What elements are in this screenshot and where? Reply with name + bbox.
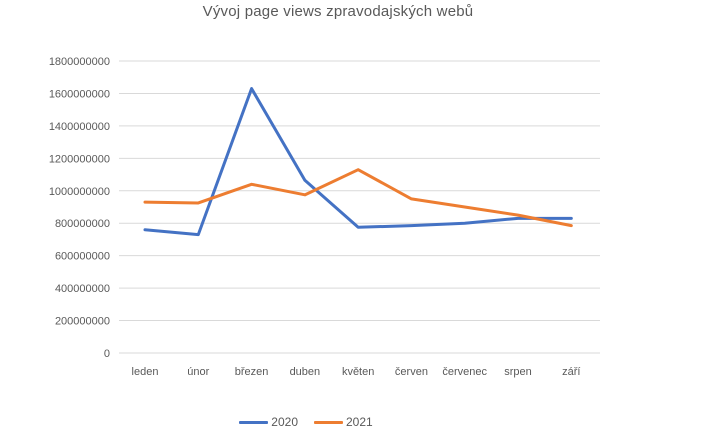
legend-label-2020: 2020: [271, 415, 298, 429]
y-axis-tick-label: 600000000: [55, 251, 110, 263]
legend-item-2020: 2020: [239, 415, 298, 429]
x-axis-category-label: červen: [395, 366, 428, 378]
legend-label-2021: 2021: [346, 415, 373, 429]
x-axis-category-label: srpen: [504, 366, 532, 378]
x-axis-category-label: květen: [342, 366, 374, 378]
legend: 2020 2021: [0, 415, 612, 429]
x-axis-category-label: březen: [235, 366, 269, 378]
y-axis-tick-label: 1000000000: [49, 186, 110, 198]
x-axis-category-label: září: [562, 366, 580, 378]
legend-item-2021: 2021: [314, 415, 373, 429]
y-axis-tick-label: 1200000000: [49, 153, 110, 165]
chart-title: Vývoj page views zpravodajských webů: [202, 3, 474, 20]
y-axis-tick-label: 800000000: [55, 218, 110, 230]
y-axis-tick-label: 1400000000: [49, 121, 110, 133]
x-axis-category-label: červenec: [442, 366, 487, 378]
legend-line-swatch-2021: [314, 420, 343, 424]
y-axis-tick-label: 400000000: [55, 283, 110, 295]
x-axis-category-label: leden: [132, 366, 159, 378]
y-axis-tick-label: 1800000000: [49, 56, 110, 68]
legend-line-swatch-2020: [239, 420, 269, 424]
x-axis-category-label: únor: [187, 366, 209, 378]
y-axis-tick-label: 1600000000: [49, 88, 110, 100]
y-axis-tick-label: 200000000: [55, 316, 110, 328]
y-axis-tick-label: 0: [104, 348, 110, 360]
x-axis-category-label: duben: [290, 366, 321, 378]
series-line-2021: [143, 168, 573, 228]
series-line-2020: [143, 87, 573, 237]
